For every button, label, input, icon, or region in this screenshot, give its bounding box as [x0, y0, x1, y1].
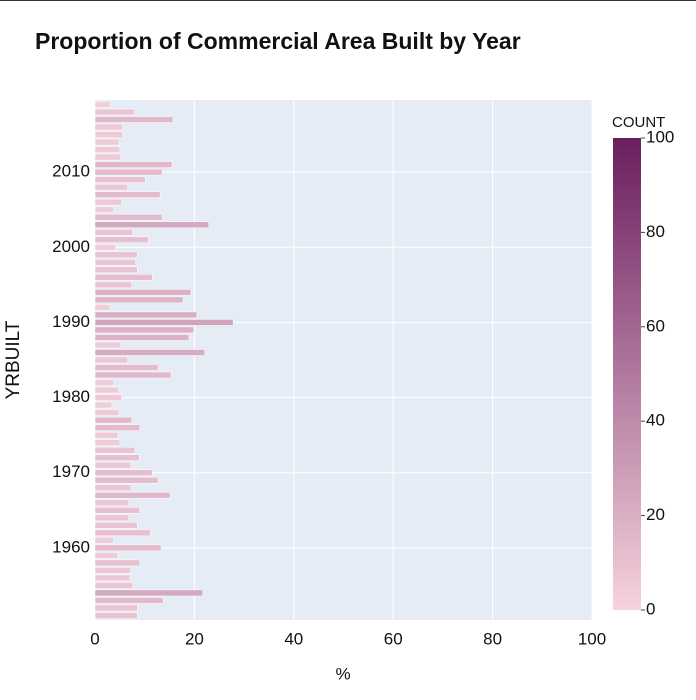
bar: [94, 401, 113, 409]
bar: [94, 334, 190, 341]
bar: [94, 304, 111, 311]
bar: [94, 424, 140, 431]
colorbar: [613, 138, 641, 610]
x-tick-label: 0: [90, 629, 99, 648]
bar: [94, 206, 115, 213]
bar: [94, 484, 132, 492]
bar: [94, 492, 171, 499]
bar: [94, 319, 234, 326]
bar: [94, 198, 123, 206]
bar: [94, 612, 138, 619]
bar: [94, 341, 122, 349]
x-tick-label: 20: [185, 629, 204, 648]
bar: [94, 296, 184, 304]
bar: [94, 281, 133, 289]
bar: [94, 311, 198, 319]
bar: [94, 221, 210, 228]
colorbar-tick-label: 20: [646, 505, 665, 524]
bar: [94, 454, 140, 461]
bar: [94, 371, 172, 379]
bar: [94, 153, 122, 161]
bar: [94, 244, 117, 251]
bar: [94, 522, 138, 529]
colorbar-tick-label: 60: [646, 316, 665, 335]
x-tick-label: 60: [384, 629, 403, 648]
bar: [94, 386, 120, 394]
x-tick-label: 100: [578, 629, 606, 648]
bar: [94, 379, 115, 386]
bar: [94, 574, 131, 582]
y-axis-label: YRBUILT: [3, 320, 24, 399]
x-axis-label: %: [335, 664, 350, 683]
colorbar-tick-label: 0: [646, 599, 655, 618]
bar: [94, 266, 138, 274]
bar: [94, 431, 119, 439]
bar: [94, 183, 129, 191]
bar: [94, 274, 153, 281]
colorbar-tick-label: 80: [646, 222, 665, 241]
bar: [94, 446, 136, 454]
y-tick-label: 1970: [52, 462, 90, 481]
chart-title: Proportion of Commercial Area Built by Y…: [35, 28, 521, 54]
bar: [94, 168, 163, 176]
y-tick-label: 2000: [52, 237, 90, 256]
bar: [94, 326, 195, 334]
y-tick-label: 1980: [52, 387, 90, 406]
bar: [94, 499, 130, 507]
bar: [94, 544, 162, 552]
y-tick-label: 1960: [52, 537, 90, 556]
bar: [94, 439, 121, 446]
bar: [94, 589, 204, 597]
bar: [94, 138, 120, 146]
x-tick-label: 40: [284, 629, 303, 648]
bar: [94, 552, 119, 559]
bar: [94, 161, 173, 168]
bar: [94, 191, 161, 198]
y-tick-label: 2010: [52, 162, 90, 181]
bar: [94, 364, 159, 371]
bar: [94, 131, 124, 138]
bar: [94, 259, 137, 266]
bar: [94, 507, 140, 514]
bar: [94, 176, 146, 183]
bar: [94, 356, 129, 364]
bar: [94, 529, 151, 537]
bar: [94, 236, 149, 244]
colorbar-title: COUNT: [612, 114, 665, 131]
bar: [94, 108, 136, 116]
y-tick-label: 1990: [52, 312, 90, 331]
bar: [94, 394, 123, 401]
bar: [94, 582, 134, 589]
plot-background: [95, 100, 592, 620]
bar: [94, 559, 140, 567]
colorbar-tick-label: 100: [646, 127, 674, 146]
x-tick-label: 80: [483, 629, 502, 648]
bar: [94, 537, 115, 544]
colorbar-tick-label: 40: [646, 411, 665, 430]
bar: [94, 409, 120, 416]
bar: [94, 461, 132, 469]
bar: [94, 228, 134, 236]
bar: [94, 101, 111, 108]
bar: [94, 123, 124, 131]
bar: [94, 349, 206, 356]
bar: [94, 416, 133, 424]
bar: [94, 289, 192, 296]
bar: [94, 469, 153, 476]
bar: [94, 251, 138, 259]
bar: [94, 604, 138, 612]
bar: [94, 567, 132, 574]
bar: [94, 476, 159, 484]
bar: [94, 146, 121, 153]
bar: [94, 514, 130, 522]
bar: [94, 213, 163, 221]
bar: [94, 116, 174, 123]
bar: [94, 597, 164, 604]
